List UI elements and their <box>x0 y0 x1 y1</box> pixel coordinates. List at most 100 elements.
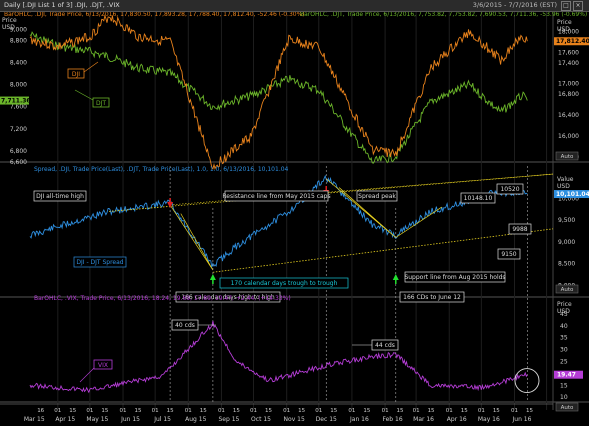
x-month-label: Aug 15 <box>185 416 206 423</box>
close-icon[interactable]: × <box>573 1 583 11</box>
left-tick-label: 8,400 <box>10 59 27 66</box>
x-day-label: 15 <box>298 408 305 414</box>
note-spread-peak: Spread peak <box>358 193 396 200</box>
vix-tag-leader <box>79 367 95 383</box>
left-tick-label: 7,600 <box>10 104 27 111</box>
note-high-to-high: 166 calendar days high to high <box>181 294 275 301</box>
note-40-cds: 40 cds <box>175 322 195 329</box>
x-month-label: Jun 15 <box>120 416 140 423</box>
note-44-cds: 44 cds <box>375 342 395 349</box>
x-month-label: Oct 15 <box>251 416 271 423</box>
x-month-label: Jun 16 <box>512 416 532 423</box>
x-day-label: 15 <box>101 408 108 414</box>
left-tick-label: 6,800 <box>10 148 27 155</box>
bottom-right-tick-label: 15 <box>560 382 568 389</box>
mid-right-axis-unit: USD <box>557 183 570 190</box>
left-axis-title: Price <box>2 17 17 24</box>
x-month-label: Mar 16 <box>413 416 434 423</box>
bottom-right-axis-unit: USD <box>557 308 570 315</box>
note-trough-to-trough-box <box>219 277 349 289</box>
note-cds-to-june-box <box>399 291 465 303</box>
bottom-right-axis-title: Price <box>557 301 572 308</box>
auto-button-bottom-label: Auto <box>561 405 574 411</box>
djt-legend-text: BarOHLC, .DJT, Trade Price, 6/13/2016, 7… <box>300 12 587 18</box>
dji-tag-box <box>67 68 85 79</box>
spread-series-line <box>29 174 528 268</box>
support-line <box>212 228 554 273</box>
right-tick-label: 16,800 <box>558 91 579 98</box>
restore-icon[interactable]: □ <box>561 1 571 11</box>
chart-area[interactable]: BarOHLC, .DJI, Trade Price, 6/13/2016, 1… <box>0 12 589 426</box>
x-day-label: 15 <box>233 408 240 414</box>
djt-price-badge <box>0 96 29 105</box>
bottom-right-tick-label: 10 <box>560 394 568 401</box>
x-month-label: Feb 16 <box>382 416 402 423</box>
x-day-label: 15 <box>363 408 370 414</box>
dji-tag-label: DJI <box>72 71 80 78</box>
auto-button-mid-label: Auto <box>561 287 574 293</box>
note-value-10148: 10148.10 <box>464 195 493 202</box>
note-dji-all-time-high-box <box>33 190 87 202</box>
x-day-label: 01 <box>120 408 127 414</box>
x-day-label: 01 <box>382 408 389 414</box>
x-month-label: Jan 16 <box>349 416 369 423</box>
bottom-right-tick-label: 30 <box>560 347 568 354</box>
x-day-label: 01 <box>511 408 518 414</box>
dji-tag-leader <box>83 61 99 73</box>
x-day-label: 15 <box>200 408 207 414</box>
x-day-label: 16 <box>37 408 44 414</box>
note-cds-to-june: 166 CDs to June 12 <box>403 294 461 301</box>
right-tick-label: 16,400 <box>558 112 579 119</box>
date-range: 3/6/2015 - 7/7/2016 (EST) <box>472 1 557 9</box>
x-day-label: 15 <box>265 408 272 414</box>
x-month-label: Sep 15 <box>219 416 240 423</box>
dji-price-badge <box>554 37 589 46</box>
djt-price-badge-text: 7,711.36 <box>1 98 31 105</box>
note-value-10520: 10520 <box>500 186 519 193</box>
note-value-10520-box <box>496 183 524 195</box>
window-title: Daily [.DJI List 1 of 3] .DJI, .DJT, .VI… <box>4 1 120 9</box>
x-day-label: 15 <box>397 408 404 414</box>
right-axis-unit: USD <box>557 26 570 33</box>
window-titlebar: Daily [.DJI List 1 of 3] .DJI, .DJT, .VI… <box>0 0 589 12</box>
x-day-label: 15 <box>493 408 500 414</box>
note-resistance-line: Resistance line from May 2015 caps <box>222 193 330 200</box>
x-day-label: 01 <box>315 408 322 414</box>
right-tick-label: 16,000 <box>558 133 579 140</box>
x-day-label: 01 <box>152 408 159 414</box>
x-month-label: Mar 15 <box>24 416 45 423</box>
x-month-label: Dec 15 <box>316 416 337 423</box>
mid-right-tick-label: 9,500 <box>558 217 575 224</box>
x-month-label: Apr 15 <box>55 416 75 423</box>
x-day-label: 01 <box>250 408 257 414</box>
note-support-line: Support line from Aug 2015 holds <box>404 274 505 281</box>
trough-arrow-2015 <box>209 274 216 280</box>
note-resistance-line-box <box>224 190 329 202</box>
left-tick-label: 7,200 <box>10 126 27 133</box>
left-tick-label: 8,800 <box>10 37 27 44</box>
x-day-label: 01 <box>478 408 485 414</box>
left-tick-label: 9,000 <box>10 26 27 33</box>
auto-button-mid <box>555 284 579 294</box>
x-day-label: 15 <box>428 408 435 414</box>
vix-price-badge <box>554 370 583 379</box>
mid-right-axis-title: Value <box>557 176 574 183</box>
recovery-line <box>395 206 442 238</box>
note-trough-to-trough: 170 calendar days trough to trough <box>231 280 338 287</box>
x-month-label: Jul 15 <box>153 416 171 423</box>
x-day-label: 01 <box>348 408 355 414</box>
x-month-label: Apr 16 <box>447 416 467 423</box>
djt-tag-box <box>92 97 110 108</box>
x-month-label: May 15 <box>86 416 108 423</box>
vix-price-badge-text: 19.47 <box>557 372 576 379</box>
mid-right-tick-label: 9,000 <box>558 239 575 246</box>
x-day-label: 15 <box>330 408 337 414</box>
spread-tag-label: DJI - DJT Spread <box>76 259 123 266</box>
peak-arrow-2015 <box>167 202 174 208</box>
djt-tag-leader <box>74 89 94 101</box>
mid-right-tick-label: 8,500 <box>558 261 575 268</box>
right-axis-title: Price <box>557 19 572 26</box>
resistance-line <box>109 173 554 212</box>
x-day-label: 01 <box>218 408 225 414</box>
vix-series-line <box>29 321 528 394</box>
